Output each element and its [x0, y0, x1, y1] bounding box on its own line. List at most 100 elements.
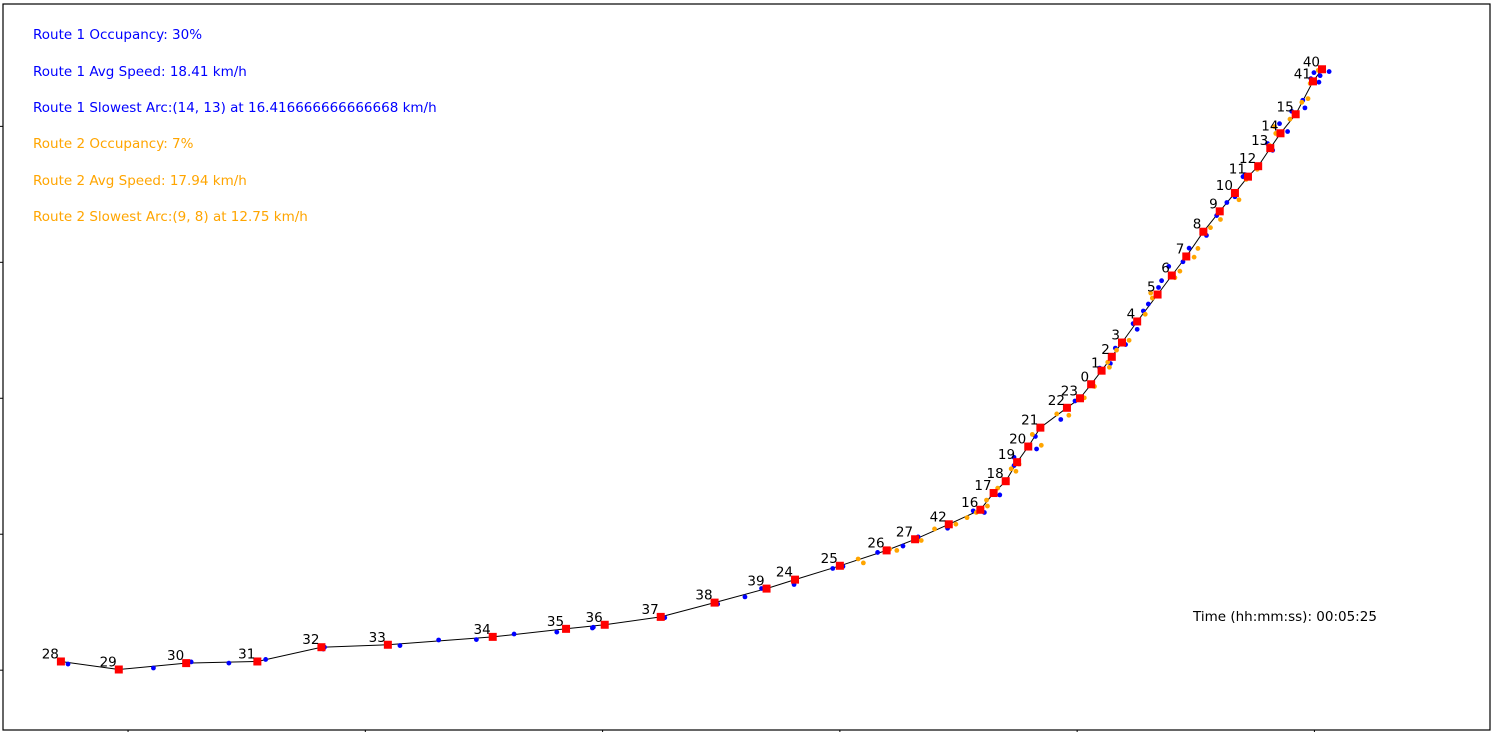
- stop-marker: [944, 520, 953, 529]
- stop-marker: [1001, 477, 1010, 486]
- series-1-point: [1317, 73, 1323, 79]
- stop-marker: [1036, 423, 1045, 432]
- series-2-point: [1191, 254, 1197, 260]
- series-2-point: [1105, 359, 1111, 365]
- series-1-point: [1224, 200, 1230, 205]
- stop-marker: [1266, 144, 1275, 153]
- series-2-point: [1236, 197, 1242, 203]
- stop-label: 27: [896, 524, 913, 540]
- route1-occupancy: Route 1 Occupancy: 30%: [33, 27, 203, 43]
- stop-label: 21: [1021, 413, 1038, 429]
- stop-label: 35: [547, 614, 564, 630]
- stop-label: 42: [930, 509, 947, 525]
- route2-occupancy: Route 2 Occupancy: 7%: [33, 136, 194, 152]
- stop-label: 15: [1276, 99, 1293, 115]
- stop-label: 5: [1147, 280, 1156, 296]
- series-2-point: [894, 548, 900, 553]
- stop-label: 7: [1176, 241, 1185, 257]
- series-2-point: [953, 521, 959, 527]
- series-1-point: [1285, 129, 1291, 134]
- stop-label: 30: [167, 648, 184, 664]
- series-1-point: [436, 637, 442, 643]
- stop-marker: [1276, 129, 1285, 138]
- series-points: [65, 67, 1332, 671]
- stop-label: 9: [1209, 196, 1218, 212]
- series-2-point: [1177, 268, 1183, 274]
- series-2-point: [1114, 347, 1119, 353]
- stop-marker: [1117, 338, 1126, 347]
- route1-avg-speed: Route 1 Avg Speed: 18.41 km/h: [33, 64, 247, 80]
- stop-marker: [882, 546, 891, 555]
- series-1-point: [1326, 69, 1332, 74]
- route-polyline: [60, 69, 1323, 671]
- stop-marker: [1291, 110, 1300, 119]
- series-2-point: [1149, 295, 1155, 301]
- stop-label: 34: [474, 622, 491, 638]
- series-2-point: [1054, 411, 1060, 417]
- stop-label: 13: [1251, 133, 1268, 149]
- stop-marker: [1215, 207, 1224, 216]
- time-readout: Time (hh:mm:ss): 00:05:25: [1193, 609, 1377, 625]
- series-1-point: [397, 643, 403, 648]
- stop-label: 1: [1091, 356, 1100, 372]
- route2-avg-speed: Route 2 Avg Speed: 17.94 km/h: [33, 173, 247, 189]
- stop-marker: [1013, 458, 1022, 467]
- stop-marker: [976, 505, 985, 514]
- stop-label: 31: [238, 646, 255, 662]
- series-1-point: [875, 550, 880, 555]
- series-1-point: [1145, 301, 1151, 307]
- series-1-point: [151, 665, 156, 671]
- series-1-point: [997, 492, 1003, 498]
- stop-label: 22: [1048, 393, 1065, 409]
- stop-label: 32: [302, 632, 319, 648]
- stop-marker: [911, 535, 920, 544]
- series-2-point: [1107, 364, 1112, 370]
- plot-frame: [2, 3, 1491, 731]
- series-2-point: [1287, 116, 1293, 122]
- series-2-point: [1148, 290, 1154, 296]
- series-1-point: [226, 660, 232, 666]
- stop-marker: [1230, 188, 1239, 197]
- stop-label: 11: [1229, 162, 1246, 178]
- stop-marker: [1153, 290, 1162, 299]
- series-1-point: [1034, 446, 1039, 452]
- series-2-point: [964, 515, 970, 521]
- series-1-point: [900, 543, 906, 549]
- stop-label: 23: [1061, 383, 1078, 399]
- stop-marker: [1308, 77, 1317, 86]
- series-1-point: [473, 637, 479, 642]
- stop-label: 19: [998, 447, 1015, 463]
- series-2-point: [918, 538, 924, 543]
- stop-label: 39: [747, 574, 764, 590]
- stop-label: 2: [1101, 342, 1110, 358]
- series-1-point: [1180, 259, 1186, 265]
- stop-marker: [989, 489, 998, 498]
- stop-marker: [600, 620, 609, 629]
- route1-slowest-arc: Route 1 Slowest Arc:(14, 13) at 16.41666…: [33, 100, 437, 116]
- stop-marker: [791, 575, 800, 584]
- stop-label: 8: [1193, 217, 1202, 233]
- stop-label: 6: [1161, 261, 1170, 277]
- stop-marker: [383, 640, 392, 649]
- series-1-point: [830, 566, 836, 571]
- series-2-point: [1195, 246, 1201, 251]
- stop-label: 18: [987, 466, 1004, 482]
- stop-label: 12: [1239, 151, 1256, 167]
- series-2-point: [1038, 442, 1044, 448]
- stop-marker: [1254, 162, 1263, 171]
- series-1-point: [1311, 70, 1317, 76]
- stop-label: 37: [642, 602, 659, 618]
- series-1-point: [1316, 79, 1322, 85]
- series-1-point: [590, 624, 596, 630]
- series-2-point: [1218, 217, 1223, 222]
- series-2-point: [1299, 99, 1305, 105]
- series-2-point: [1126, 337, 1132, 343]
- stop-marker: [1167, 271, 1176, 280]
- stop-marker: [1133, 317, 1142, 326]
- series-2-point: [985, 503, 990, 509]
- stop-label: 41: [1294, 66, 1311, 82]
- stop-label: 26: [867, 535, 884, 551]
- stop-marker: [1199, 227, 1208, 236]
- stop-marker: [762, 584, 771, 593]
